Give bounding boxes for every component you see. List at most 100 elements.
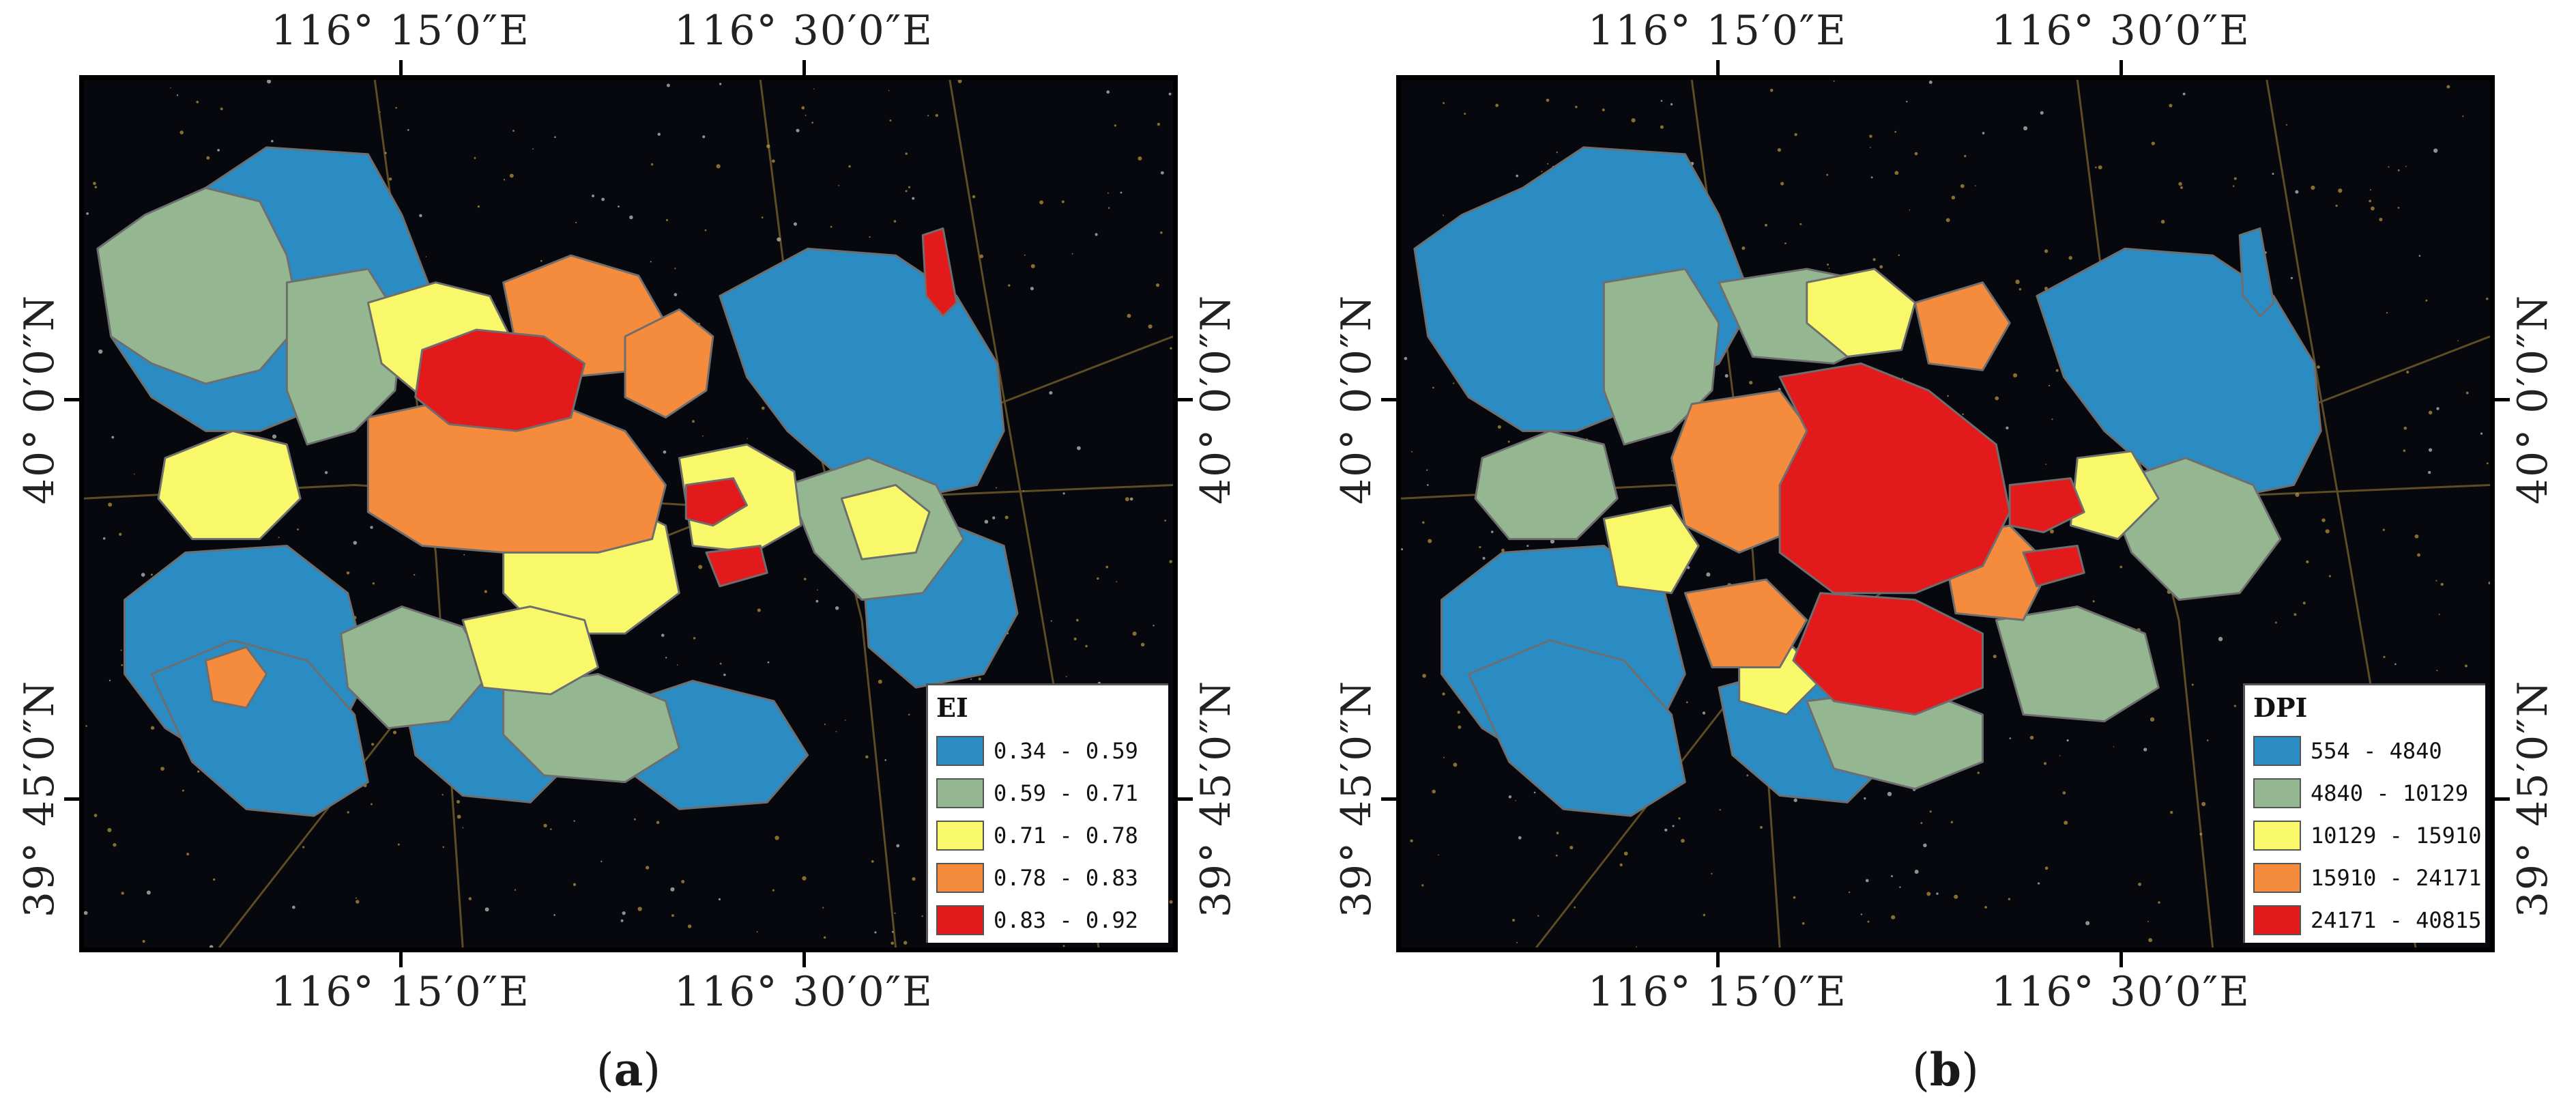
night-light bbox=[1062, 492, 1065, 495]
night-light bbox=[1947, 395, 1949, 397]
night-light bbox=[2435, 580, 2437, 582]
night-light bbox=[2272, 173, 2274, 175]
bottom-lon-label-2: 116° 30′0″E bbox=[674, 968, 934, 1016]
legend-swatch-5 bbox=[2253, 905, 2301, 935]
night-light bbox=[1879, 265, 1883, 269]
legend-item: 0.34 - 0.59 bbox=[936, 730, 1160, 772]
night-light bbox=[292, 905, 295, 909]
tick-right-2 bbox=[1176, 797, 1193, 801]
night-light bbox=[1169, 560, 1172, 563]
night-light bbox=[822, 907, 824, 909]
night-light bbox=[514, 889, 517, 891]
night-light bbox=[1157, 122, 1161, 126]
night-light bbox=[1828, 268, 1830, 269]
night-light bbox=[2397, 169, 2400, 172]
night-light bbox=[1114, 124, 1116, 127]
night-light bbox=[1401, 548, 1404, 551]
night-light bbox=[1724, 373, 1728, 378]
legend-item: 554 - 4840 bbox=[2253, 730, 2477, 772]
night-light bbox=[2428, 448, 2433, 452]
night-light bbox=[2397, 206, 2400, 209]
region-yellow-south bbox=[461, 606, 599, 696]
region-red-core bbox=[1778, 362, 2011, 595]
night-light bbox=[1706, 572, 1711, 577]
night-light bbox=[666, 83, 670, 87]
night-light bbox=[1660, 100, 1663, 102]
left-lat-label-2: 39° 45′0″N bbox=[1333, 679, 1380, 918]
night-light bbox=[1168, 92, 1172, 96]
night-light bbox=[2293, 613, 2297, 616]
night-light bbox=[1619, 863, 1623, 867]
night-light bbox=[1550, 539, 1555, 544]
night-light bbox=[1490, 530, 1494, 533]
night-light bbox=[1120, 191, 1123, 194]
top-lon-label-2: 116° 30′0″E bbox=[1991, 7, 2251, 55]
night-light bbox=[908, 186, 911, 188]
night-light bbox=[1678, 817, 1681, 820]
night-light bbox=[1426, 469, 1428, 471]
night-light bbox=[2480, 432, 2483, 435]
night-light bbox=[1920, 822, 1923, 825]
night-light bbox=[1703, 913, 1706, 917]
night-light bbox=[2169, 104, 2173, 108]
night-light bbox=[1404, 356, 1408, 360]
night-light bbox=[2218, 636, 2223, 642]
night-light bbox=[111, 436, 115, 439]
night-light bbox=[462, 827, 464, 829]
night-light bbox=[392, 730, 397, 735]
night-light bbox=[1097, 577, 1099, 580]
night-light bbox=[160, 767, 164, 771]
night-light bbox=[347, 811, 349, 814]
night-light bbox=[1507, 440, 1510, 443]
night-light bbox=[1664, 828, 1668, 832]
night-light bbox=[1164, 520, 1166, 522]
region-yellow-far-east bbox=[840, 483, 931, 560]
night-light bbox=[278, 537, 280, 539]
night-light bbox=[2414, 534, 2419, 539]
night-light bbox=[921, 915, 923, 917]
panel-label-a: (a) bbox=[596, 1043, 661, 1096]
region-blue-southwest bbox=[150, 639, 369, 817]
tick-right-2 bbox=[2493, 797, 2510, 801]
night-light bbox=[869, 236, 871, 238]
legend-swatch-3 bbox=[936, 821, 984, 851]
legend-swatch-5 bbox=[936, 905, 984, 935]
night-light bbox=[970, 678, 972, 681]
night-light bbox=[179, 130, 184, 134]
night-light bbox=[2040, 111, 2044, 115]
night-light bbox=[811, 122, 814, 124]
night-light bbox=[353, 541, 358, 545]
night-light bbox=[702, 135, 706, 139]
night-light bbox=[1138, 156, 1142, 161]
night-light bbox=[2425, 299, 2428, 302]
night-light bbox=[1108, 207, 1110, 209]
night-light bbox=[2485, 297, 2489, 300]
night-light bbox=[777, 237, 781, 242]
night-light bbox=[150, 726, 155, 730]
night-light bbox=[484, 907, 489, 912]
night-light bbox=[1075, 618, 1079, 622]
night-light bbox=[1974, 185, 1976, 186]
night-light bbox=[687, 924, 692, 928]
night-light bbox=[984, 520, 989, 524]
region-blue-northeast bbox=[2036, 247, 2322, 500]
night-light bbox=[512, 130, 515, 132]
night-light bbox=[2369, 189, 2371, 191]
night-light bbox=[1928, 80, 1933, 84]
night-light bbox=[771, 159, 775, 163]
night-light bbox=[1160, 171, 1164, 175]
district-regions bbox=[96, 146, 1019, 817]
night-light bbox=[1950, 821, 1954, 824]
night-light bbox=[2066, 739, 2069, 742]
night-light bbox=[905, 190, 908, 193]
night-light bbox=[889, 119, 892, 122]
legend-label-3: 0.71 - 0.78 bbox=[994, 823, 1138, 849]
night-light bbox=[674, 293, 678, 297]
night-light bbox=[1071, 253, 1073, 255]
night-light bbox=[196, 100, 199, 104]
night-light bbox=[2055, 369, 2059, 372]
night-light bbox=[2113, 745, 2115, 748]
tick-bottom-2 bbox=[802, 951, 806, 967]
night-light bbox=[1569, 846, 1574, 850]
night-light bbox=[425, 256, 427, 257]
